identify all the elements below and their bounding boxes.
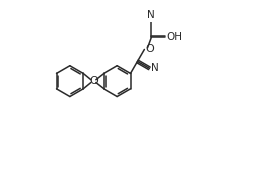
Text: O: O [89, 76, 98, 86]
Text: O: O [145, 44, 154, 54]
Text: N: N [151, 63, 158, 73]
Text: N: N [147, 11, 155, 21]
Text: OH: OH [166, 32, 182, 42]
